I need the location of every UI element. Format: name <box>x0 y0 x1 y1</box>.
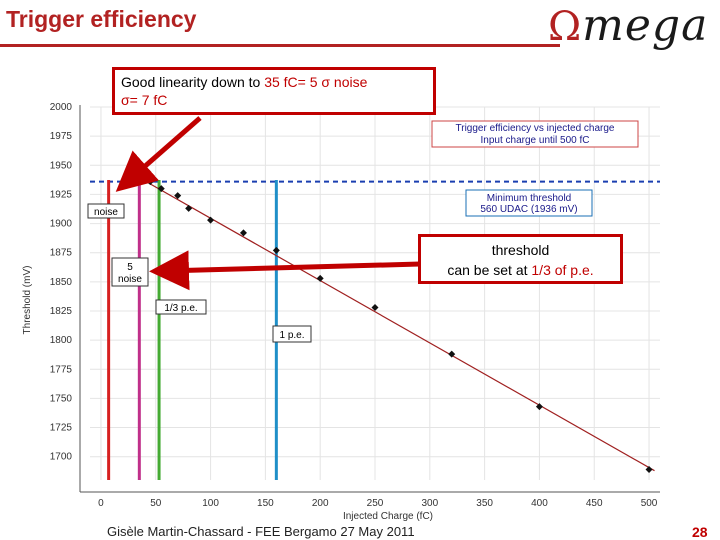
noise-label-frame <box>87 203 125 219</box>
y-tick-label: 1875 <box>50 248 73 259</box>
slide-title: Trigger efficiency <box>6 6 197 32</box>
y-tick-label: 1725 <box>50 423 73 434</box>
data-point <box>185 204 193 212</box>
x-tick-label: 500 <box>641 498 658 509</box>
y-tick-label: 2000 <box>50 102 73 113</box>
chart-title: Trigger efficiency vs injected charge <box>456 123 615 134</box>
x-tick-label: 450 <box>586 498 603 509</box>
vertical-markers <box>107 180 278 480</box>
min-threshold-label: Minimum threshold 560 UDAC (1936 mV) <box>465 189 593 217</box>
callout2-highlight: 1/3 of p.e. <box>531 262 594 278</box>
data-point <box>316 274 324 282</box>
y-tick-label: 1825 <box>50 306 73 317</box>
callout1-highlight: 35 fC= 5 σ noise <box>264 74 368 90</box>
data-point <box>645 466 653 474</box>
y-tick-label: 1850 <box>50 277 73 288</box>
data-point <box>272 246 280 254</box>
chart-legend: Trigger efficiency vs injected charge In… <box>431 120 639 148</box>
data-point <box>239 229 247 237</box>
title-underline <box>0 44 560 47</box>
five-noise-label-frame <box>111 257 149 287</box>
chart-subtitle: Input charge until 500 fC <box>481 135 590 146</box>
y-tick-label: 1775 <box>50 364 73 375</box>
x-tick-label: 50 <box>150 498 162 509</box>
callout2-text: can be set at <box>447 262 532 278</box>
noise-label: noise <box>94 207 118 218</box>
linearity-callout: Good linearity down to 35 fC= 5 σ noise … <box>112 67 436 115</box>
min-threshold-title: Minimum threshold <box>487 193 571 204</box>
data-point <box>174 192 182 200</box>
x-tick-label: 400 <box>531 498 548 509</box>
x-tick-label: 100 <box>202 498 219 509</box>
callout1-sigma: σ= 7 fC <box>121 92 168 108</box>
callout2-arrow <box>149 250 421 291</box>
callout2-line1: threshold <box>491 242 550 258</box>
omega-symbol-icon: Ω <box>548 4 583 50</box>
x-tick-label: 200 <box>312 498 329 509</box>
y-tick-label: 1700 <box>50 452 73 463</box>
x-tick-label: 250 <box>367 498 384 509</box>
omega-logo-text: mega <box>582 0 709 51</box>
axes <box>79 105 660 493</box>
x-tick-label: 0 <box>98 498 104 509</box>
five-noise-label-line2: noise <box>118 274 142 285</box>
threshold-callout: threshold can be set at 1/3 of p.e. <box>418 234 623 284</box>
callout1-arrow <box>115 116 202 192</box>
data-point <box>157 185 165 193</box>
data-point <box>207 216 215 224</box>
footer-text: Gisèle Martin-Chassard - FEE Bergamo 27 … <box>107 524 415 539</box>
callout1-text: Good linearity down to <box>121 74 265 90</box>
third-pe-label-frame <box>155 299 207 315</box>
page-number: 28 <box>692 524 708 540</box>
legend-frame <box>431 120 639 148</box>
data-point <box>371 303 379 311</box>
y-tick-label: 1750 <box>50 393 73 404</box>
x-tick-label: 150 <box>257 498 274 509</box>
y-tick-label: 1925 <box>50 189 73 200</box>
one-pe-label: 1 p.e. <box>279 330 304 341</box>
marker-labels: noise 5 noise 1/3 p.e. 1 p.e. <box>87 203 312 343</box>
five-noise-label-line1: 5 <box>127 262 133 273</box>
data-point <box>535 403 543 411</box>
one-pe-label-frame <box>272 325 312 343</box>
third-pe-label: 1/3 p.e. <box>164 303 197 314</box>
y-tick-label: 1800 <box>50 335 73 346</box>
x-tick-label: 300 <box>421 498 438 509</box>
x-tick-label: 350 <box>476 498 493 509</box>
y-tick-label: 1975 <box>50 131 73 142</box>
data-point <box>448 350 456 358</box>
y-tick-label: 1950 <box>50 160 73 171</box>
min-threshold-frame <box>465 189 593 217</box>
y-axis-label: Threshold (mV) <box>22 266 33 335</box>
omega-logo: Ωmega <box>548 0 708 51</box>
min-threshold-value: 560 UDAC (1936 mV) <box>480 204 577 215</box>
x-axis-label: Injected Charge (fC) <box>343 511 433 522</box>
fit-line <box>133 174 655 472</box>
y-tick-label: 1900 <box>50 219 73 230</box>
tick-labels: 1700 1725 1750 1775 1800 1825 1850 1875 1900 1925… <box>50 102 658 509</box>
